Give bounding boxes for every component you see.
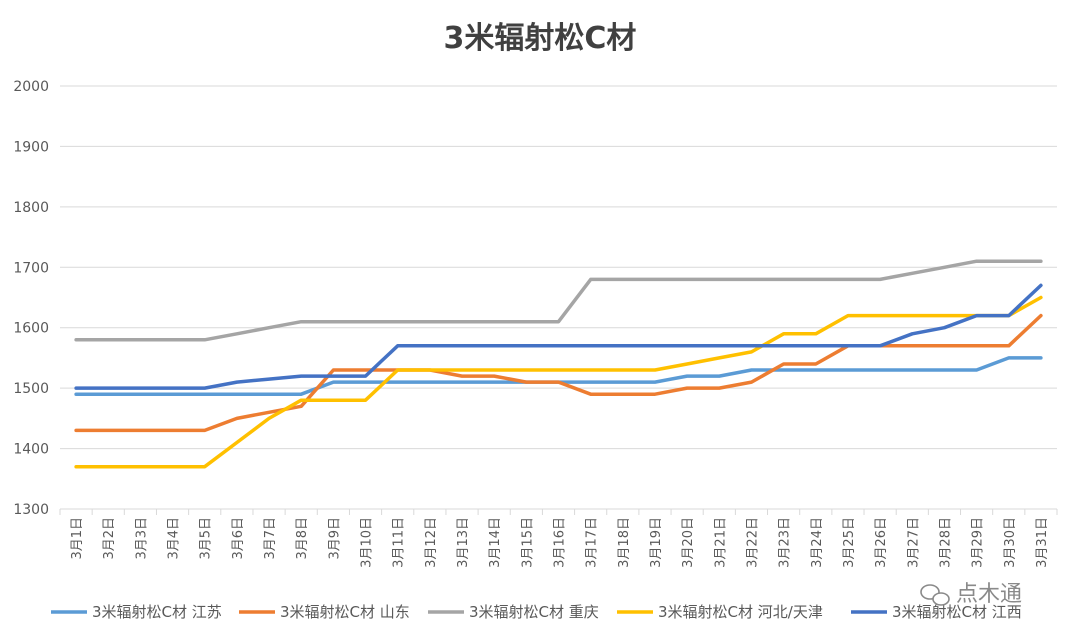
x-tick-label: 3月18日: [617, 517, 632, 568]
x-tick-label: 3月2日: [102, 517, 117, 560]
x-tick-label: 3月14日: [488, 517, 503, 568]
x-tick-label: 3月9日: [327, 517, 342, 560]
x-tick-label: 3月21日: [713, 517, 728, 568]
legend-item: 3米辐射松C材 江西: [851, 603, 1022, 621]
x-tick-label: 3月31日: [1035, 517, 1050, 568]
x-tick-label: 3月11日: [392, 517, 407, 568]
series-lines: [74, 259, 1043, 469]
series-line-4: [74, 295, 1043, 469]
legend-label: 3米辐射松C材 江苏: [92, 603, 222, 621]
legend-label: 3米辐射松C材 重庆: [469, 603, 599, 621]
watermark-text: 点木通: [956, 582, 1022, 607]
y-tick-label: 1900: [13, 139, 49, 155]
legend-item: 3米辐射松C材 江苏: [51, 603, 222, 621]
series-line-5: [74, 283, 1043, 390]
x-tick-label: 3月26日: [874, 517, 889, 568]
x-tick-label: 3月1日: [70, 517, 85, 560]
y-tick-label: 1800: [13, 200, 49, 216]
x-tick-label: 3月4日: [167, 517, 182, 560]
x-tick-label: 3月10日: [360, 517, 375, 568]
x-tick-label: 3月24日: [810, 517, 825, 568]
x-tick-label: 3月19日: [649, 517, 664, 568]
series-line-2: [74, 313, 1043, 433]
y-tick-label: 1400: [13, 442, 49, 458]
y-tick-label: 1700: [13, 260, 49, 276]
legend-item: 3米辐射松C材 河北/天津: [617, 603, 823, 621]
x-tick-label: 3月3日: [134, 517, 149, 560]
y-tick-label: 1600: [13, 321, 49, 337]
x-tick-label: 3月28日: [938, 517, 953, 568]
y-axis-ticks: 1300 1400 1500 1600 1700 1800 1900 2000: [13, 79, 49, 518]
x-axis-ticks: 3月1日 3月2日 3月3日 3月4日 3月5日 3月6日 3月7日 3月8日 3月9日 3月10…: [59, 509, 1058, 568]
series-line-1: [74, 356, 1043, 396]
series-line-3: [74, 259, 1043, 342]
chart-title: 3米辐射松C材: [444, 21, 637, 56]
x-tick-label: 3月15日: [520, 517, 535, 568]
y-tick-label: 1300: [13, 502, 49, 518]
x-tick-label: 3月8日: [295, 517, 310, 560]
x-tick-label: 3月27日: [906, 517, 921, 568]
x-tick-label: 3月20日: [681, 517, 696, 568]
x-tick-label: 3月5日: [199, 517, 214, 560]
legend-label: 3米辐射松C材 河北/天津: [658, 603, 823, 621]
legend-item: 3米辐射松C材 重庆: [428, 603, 599, 621]
y-tick-label: 2000: [13, 79, 49, 95]
legend-item: 3米辐射松C材 山东: [239, 603, 410, 621]
wechat-icon: [920, 584, 950, 606]
x-tick-label: 3月23日: [778, 517, 793, 568]
x-tick-label: 3月25日: [842, 517, 857, 568]
legend-label: 3米辐射松C材 山东: [280, 603, 410, 621]
gridlines: [60, 85, 1057, 510]
x-tick-label: 3月30日: [1003, 517, 1018, 568]
y-tick-label: 1500: [13, 381, 49, 397]
legend: 3米辐射松C材 江苏 3米辐射松C材 山东 3米辐射松C材 重庆 3米辐射松C材 河北…: [51, 603, 1022, 621]
x-tick-label: 3月29日: [971, 517, 986, 568]
watermark: 点木通: [920, 582, 1022, 607]
x-tick-label: 3月7日: [263, 517, 278, 560]
x-tick-label: 3月16日: [553, 517, 568, 568]
legend-label: 3米辐射松C材 江西: [892, 603, 1022, 621]
x-tick-label: 3月6日: [231, 517, 246, 560]
x-tick-label: 3月22日: [745, 517, 760, 568]
x-tick-label: 3月12日: [424, 517, 439, 568]
x-tick-label: 3月13日: [456, 517, 471, 568]
x-tick-label: 3月17日: [585, 517, 600, 568]
